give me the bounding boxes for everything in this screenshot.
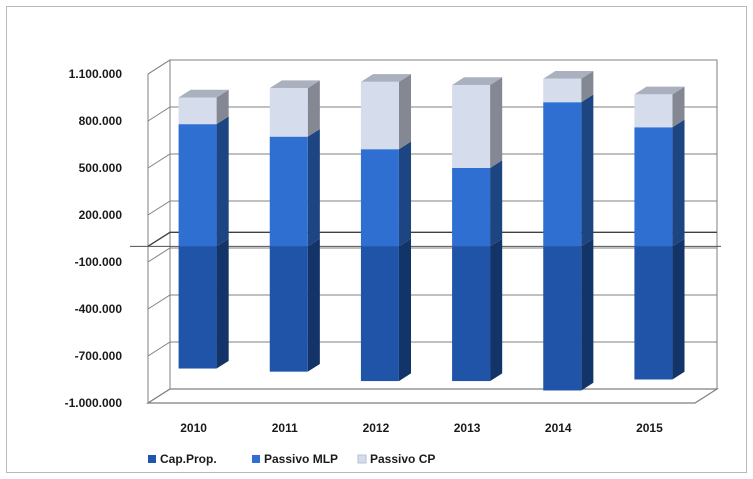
y-tick-label: 1.100.000 bbox=[69, 67, 123, 81]
gridline bbox=[147, 200, 717, 216]
bar-cap-prop-side bbox=[216, 238, 229, 369]
legend-label: Passivo MLP bbox=[264, 452, 338, 466]
legend-item: Passivo CP bbox=[357, 452, 435, 466]
bar-passivo-cp-side bbox=[490, 77, 503, 168]
x-tick-label: 2011 bbox=[272, 421, 298, 435]
bar-passivo-cp-side bbox=[398, 74, 412, 150]
legend-swatch bbox=[252, 455, 260, 463]
bar-passivo-cp bbox=[543, 78, 582, 103]
y-tick-label: 500.000 bbox=[79, 161, 123, 175]
bar-cap-prop bbox=[543, 246, 582, 391]
x-axis: 2010 2011 2012 2013 2014 2015 bbox=[180, 421, 663, 435]
bar-passivo-cp bbox=[452, 84, 491, 168]
y-tick-label: -1.000.000 bbox=[65, 396, 123, 410]
bar-passivo-mlp-side bbox=[398, 141, 412, 247]
chart-walls bbox=[145, 59, 720, 404]
bar-passivo-cp-top bbox=[360, 74, 412, 82]
bar-passivo-mlp-side bbox=[672, 119, 685, 247]
legend-swatch bbox=[148, 455, 156, 463]
legend-item: Cap.Prop. bbox=[148, 452, 217, 466]
bar-passivo-mlp-side bbox=[307, 128, 320, 247]
legend-label: Cap.Prop. bbox=[160, 452, 217, 466]
bar-cap-prop-side bbox=[307, 238, 320, 372]
gridline bbox=[147, 388, 717, 404]
bar-passivo-cp-top bbox=[269, 80, 320, 89]
y-tick-label: -100.000 bbox=[75, 255, 123, 269]
gridline bbox=[147, 59, 717, 75]
x-tick-label: 2013 bbox=[454, 421, 481, 435]
gridlines bbox=[130, 59, 721, 404]
gridline bbox=[147, 247, 717, 263]
bar-passivo-cp-side bbox=[307, 80, 320, 137]
zero-axis-line bbox=[147, 231, 717, 247]
gridline bbox=[147, 153, 717, 169]
gridline bbox=[147, 341, 717, 357]
legend-item: Passivo MLP bbox=[252, 452, 338, 466]
bar-passivo-cp bbox=[360, 81, 399, 150]
bar-cap-prop bbox=[269, 246, 308, 372]
bar-cap-prop bbox=[452, 246, 491, 382]
bar-passivo-mlp-side bbox=[490, 160, 503, 247]
x-tick-label: 2014 bbox=[545, 421, 572, 435]
bar-passivo-mlp-side bbox=[581, 94, 594, 247]
bar-passivo-cp-top bbox=[543, 71, 594, 79]
bar-cap-prop-side bbox=[490, 238, 503, 382]
bar-cap-prop-side bbox=[581, 238, 594, 391]
bar-passivo-mlp bbox=[452, 168, 491, 247]
bars bbox=[178, 71, 685, 391]
gridline bbox=[147, 106, 717, 122]
y-tick-label: 200.000 bbox=[79, 208, 123, 222]
x-tick-label: 2015 bbox=[636, 421, 663, 435]
bar-cap-prop bbox=[634, 246, 673, 380]
floor bbox=[145, 388, 720, 404]
bar-passivo-cp-side bbox=[581, 71, 594, 103]
bar-cap-prop bbox=[178, 246, 217, 369]
bar-passivo-mlp-side bbox=[216, 116, 229, 247]
bar-passivo-cp-side bbox=[216, 89, 229, 125]
x-tick-label: 2012 bbox=[363, 421, 390, 435]
bar-passivo-mlp bbox=[360, 149, 399, 247]
bar-passivo-cp-top bbox=[178, 89, 229, 98]
gridline bbox=[147, 294, 717, 310]
y-axis: 1.100.000 800.000 500.000 200.000 -100.000 -4… bbox=[65, 67, 123, 410]
bar-passivo-cp bbox=[634, 94, 673, 128]
legend-label: Passivo CP bbox=[370, 452, 435, 466]
y-tick-label: -400.000 bbox=[75, 302, 123, 316]
bar-passivo-mlp bbox=[634, 127, 673, 247]
bar-passivo-mlp bbox=[269, 136, 308, 247]
y-tick-label: 800.000 bbox=[79, 114, 123, 128]
bar-passivo-cp-side bbox=[672, 86, 685, 128]
legend-swatch bbox=[357, 454, 367, 464]
bar-passivo-cp bbox=[269, 88, 308, 137]
bar-passivo-mlp bbox=[543, 102, 582, 247]
y-tick-label: -700.000 bbox=[75, 349, 123, 363]
bar-passivo-cp-top bbox=[452, 77, 503, 85]
bar-cap-prop bbox=[360, 246, 399, 382]
legend: Cap.Prop. Passivo MLP Passivo CP bbox=[148, 452, 435, 466]
x-tick-label: 2010 bbox=[180, 421, 207, 435]
bar-passivo-cp-top bbox=[634, 86, 685, 95]
bar-cap-prop-side bbox=[672, 238, 685, 380]
bar-passivo-mlp bbox=[178, 124, 217, 247]
bar-passivo-cp bbox=[178, 97, 217, 125]
bar-cap-prop-side bbox=[398, 238, 412, 382]
side-wall bbox=[147, 59, 171, 404]
